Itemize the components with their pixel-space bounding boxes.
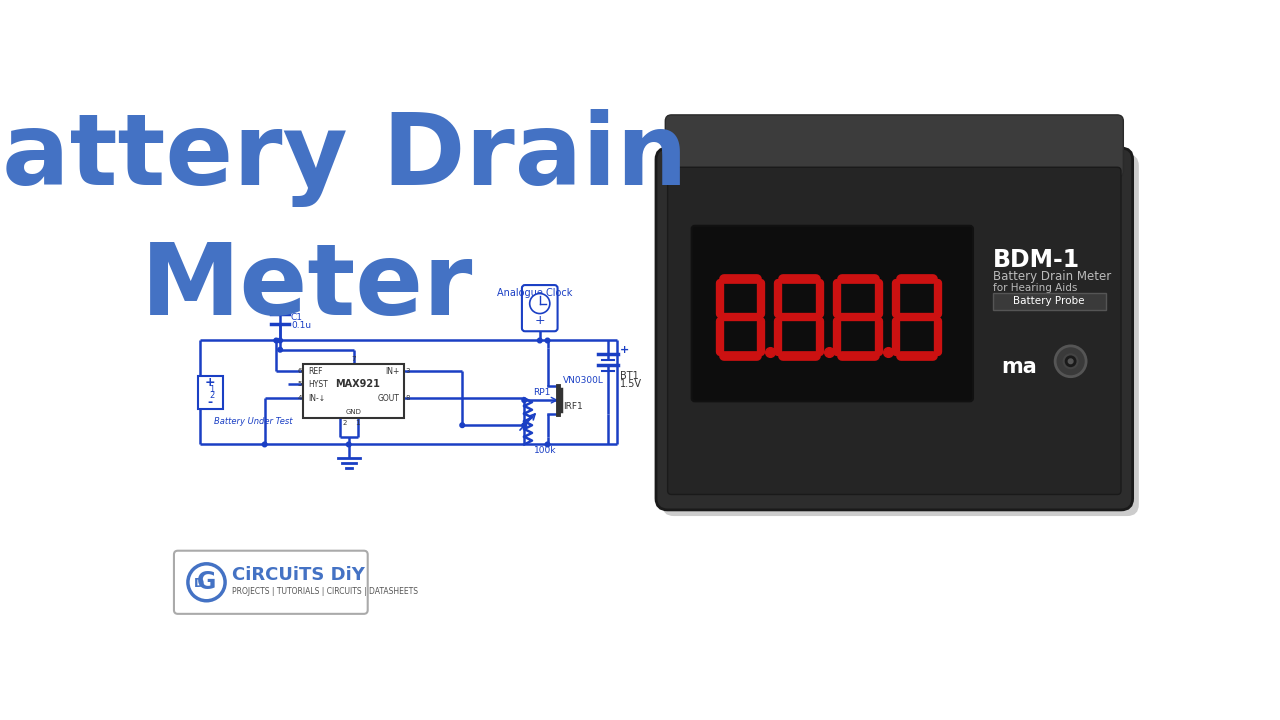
FancyBboxPatch shape bbox=[666, 115, 1124, 177]
Text: 6: 6 bbox=[297, 369, 302, 374]
Text: +: + bbox=[535, 314, 545, 327]
Text: IRF1: IRF1 bbox=[563, 402, 582, 411]
Text: REF: REF bbox=[308, 366, 323, 376]
Circle shape bbox=[274, 338, 279, 343]
Text: Battery Drain: Battery Drain bbox=[0, 109, 689, 207]
FancyBboxPatch shape bbox=[691, 226, 973, 401]
Text: G: G bbox=[197, 570, 216, 594]
FancyBboxPatch shape bbox=[657, 148, 1133, 510]
Circle shape bbox=[278, 348, 283, 352]
FancyBboxPatch shape bbox=[174, 551, 367, 614]
Text: C1: C1 bbox=[291, 313, 303, 322]
Circle shape bbox=[530, 294, 550, 313]
Text: for Hearing Aids: for Hearing Aids bbox=[993, 283, 1078, 293]
Text: 1.5V: 1.5V bbox=[620, 379, 641, 389]
Text: Analogue Clock: Analogue Clock bbox=[497, 288, 572, 298]
Bar bbox=[198, 376, 223, 410]
Circle shape bbox=[262, 442, 268, 446]
Circle shape bbox=[1069, 359, 1073, 364]
Text: 2: 2 bbox=[210, 391, 215, 400]
Text: 1: 1 bbox=[210, 385, 215, 394]
Text: CiRCUiTS DiY: CiRCUiTS DiY bbox=[232, 566, 365, 584]
Text: RP1: RP1 bbox=[534, 387, 550, 397]
Text: 8: 8 bbox=[406, 395, 410, 401]
Text: 0.1u: 0.1u bbox=[291, 320, 311, 330]
Circle shape bbox=[347, 442, 351, 446]
FancyBboxPatch shape bbox=[668, 167, 1121, 495]
Circle shape bbox=[1064, 354, 1078, 368]
Bar bbox=[993, 293, 1106, 310]
Text: IN-↓: IN-↓ bbox=[308, 394, 325, 402]
Text: 1: 1 bbox=[356, 420, 360, 426]
Text: 5: 5 bbox=[297, 382, 302, 387]
Circle shape bbox=[522, 398, 526, 402]
Text: Meter: Meter bbox=[141, 240, 474, 336]
Text: -: - bbox=[207, 396, 212, 409]
Text: D: D bbox=[193, 577, 204, 590]
FancyBboxPatch shape bbox=[662, 154, 1139, 516]
Text: GND: GND bbox=[346, 409, 362, 415]
Text: +: + bbox=[620, 345, 628, 355]
Circle shape bbox=[522, 423, 526, 428]
Circle shape bbox=[278, 338, 283, 343]
Text: 7: 7 bbox=[352, 356, 356, 362]
Text: ma: ma bbox=[1001, 357, 1037, 377]
Bar bbox=[303, 364, 404, 418]
Text: Battery Probe: Battery Probe bbox=[1014, 296, 1084, 306]
Text: 100k: 100k bbox=[534, 446, 556, 455]
Text: 3: 3 bbox=[406, 369, 410, 374]
Text: BDM-1: BDM-1 bbox=[993, 248, 1080, 271]
Text: Battery Drain Meter: Battery Drain Meter bbox=[993, 270, 1111, 283]
Text: 2: 2 bbox=[342, 420, 347, 426]
Circle shape bbox=[1055, 346, 1087, 377]
Text: 4: 4 bbox=[297, 395, 302, 401]
Circle shape bbox=[545, 442, 550, 446]
Circle shape bbox=[460, 423, 465, 428]
Text: BT1: BT1 bbox=[620, 372, 639, 382]
Circle shape bbox=[538, 338, 541, 343]
Text: MAX921: MAX921 bbox=[335, 379, 380, 390]
Text: +: + bbox=[205, 376, 216, 389]
Text: VN0300L: VN0300L bbox=[563, 377, 604, 385]
Text: GOUT: GOUT bbox=[378, 394, 399, 402]
Text: PROJECTS | TUTORIALS | CIRCUITS | DATASHEETS: PROJECTS | TUTORIALS | CIRCUITS | DATASH… bbox=[232, 587, 419, 596]
Circle shape bbox=[545, 338, 550, 343]
Text: HYST: HYST bbox=[308, 380, 328, 389]
Text: Battery Under Test: Battery Under Test bbox=[214, 417, 293, 426]
Circle shape bbox=[188, 564, 225, 600]
Text: IN+: IN+ bbox=[385, 366, 399, 376]
FancyBboxPatch shape bbox=[522, 285, 558, 331]
